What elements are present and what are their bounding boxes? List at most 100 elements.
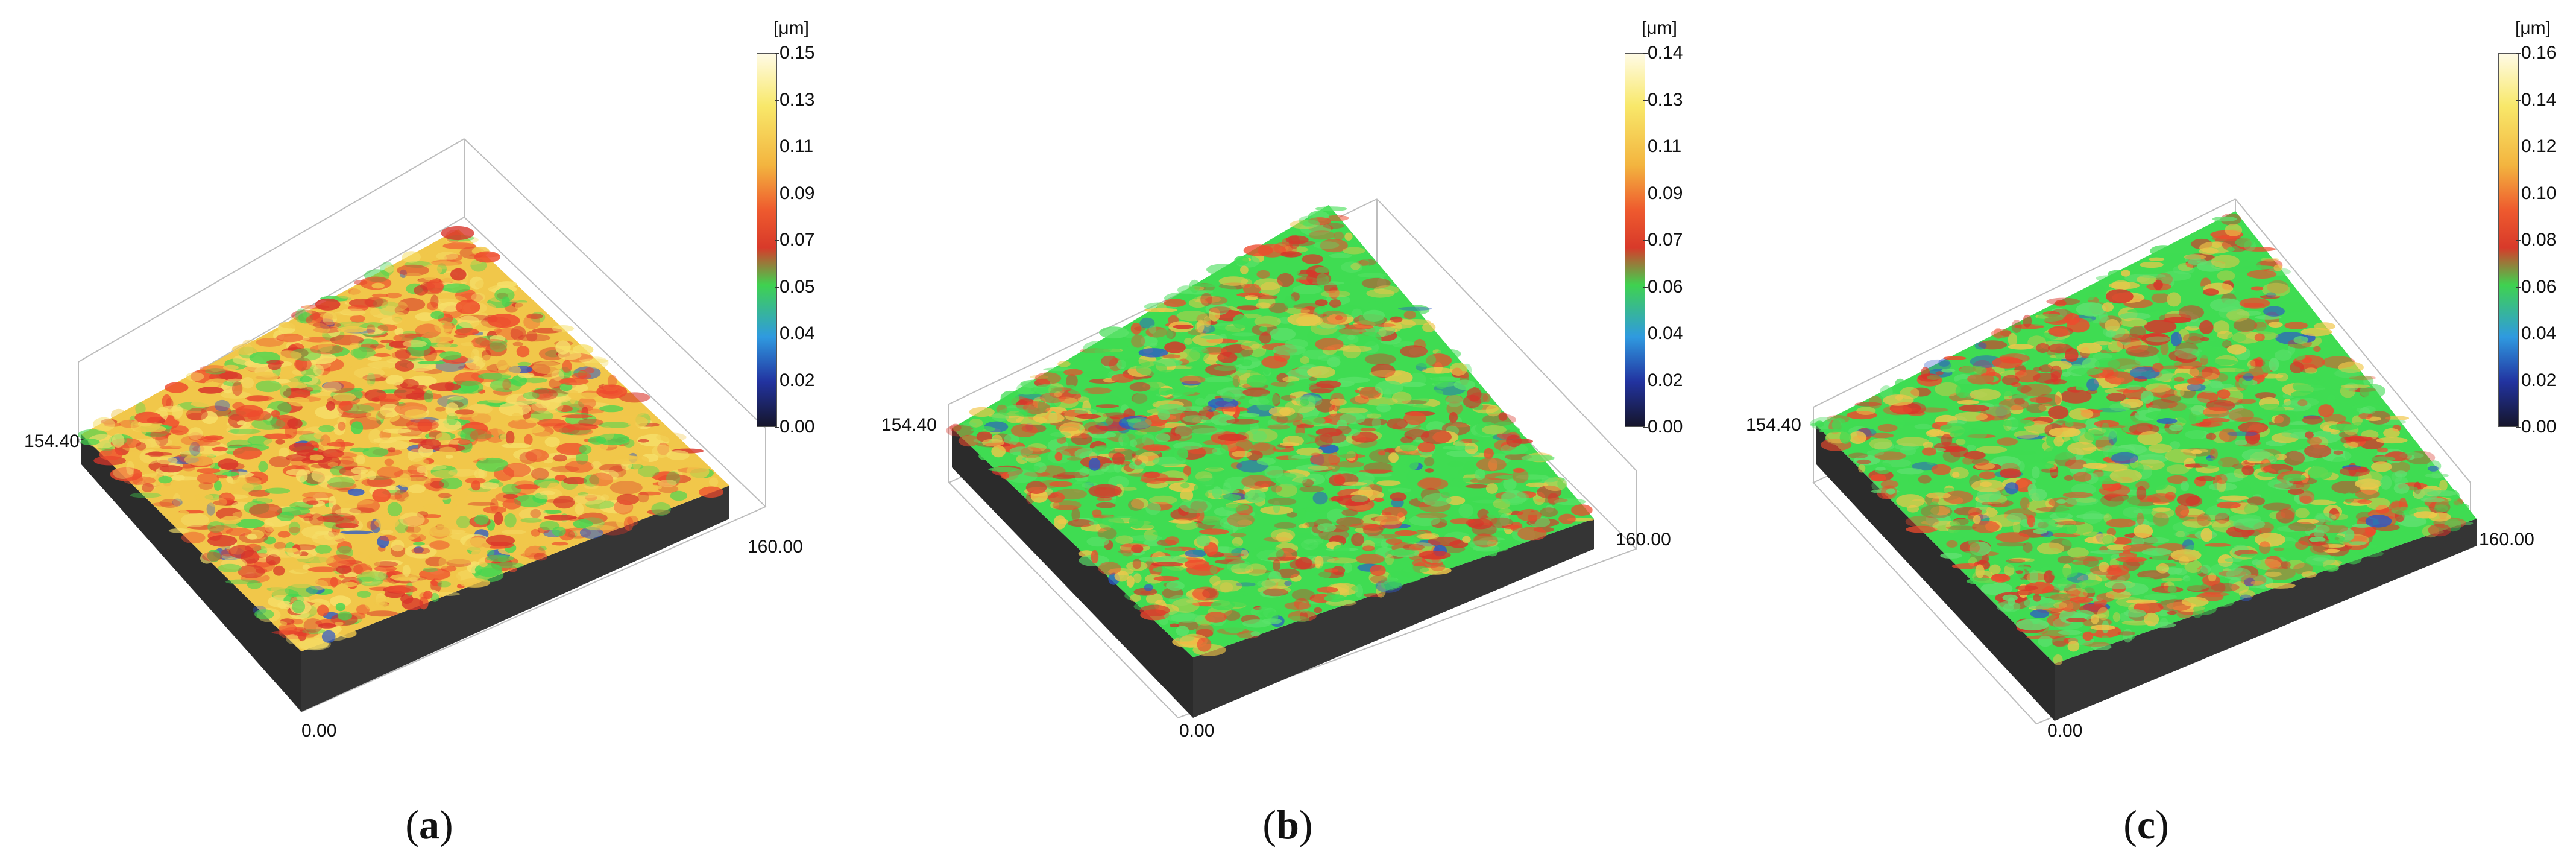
surface-speckle [2030, 609, 2049, 618]
surface-speckle [578, 353, 593, 363]
surface-speckle [397, 264, 429, 276]
surface-speckle [1475, 422, 1498, 436]
surface-speckle [2105, 590, 2132, 600]
surface-speckle [379, 301, 401, 316]
surface-speckle [1200, 293, 1212, 306]
surface-speckle [436, 252, 459, 261]
surface-speckle [1880, 385, 1893, 399]
surface-speckle [1148, 325, 1157, 334]
surface-speckle [561, 414, 593, 419]
surface-speckle [1039, 392, 1066, 404]
surface-speckle [1192, 428, 1226, 435]
surface-speckle [1453, 379, 1476, 390]
surface-speckle [1141, 472, 1169, 484]
surface-speckle [1501, 491, 1529, 504]
surface-speckle [198, 387, 224, 394]
surface-speckle [666, 450, 690, 460]
surface-speckle [1075, 414, 1101, 419]
surface-speckle [1217, 352, 1238, 363]
colorbar-gradient-c [2498, 53, 2519, 427]
surface-speckle [429, 382, 461, 391]
surface-speckle [258, 461, 268, 472]
surface-speckle [280, 385, 292, 398]
surface-speckle [1223, 408, 1249, 412]
surface-speckle [429, 540, 450, 550]
surface-speckle [1239, 384, 1251, 388]
surface-speckle [350, 447, 369, 452]
surface-speckle [2334, 369, 2361, 378]
surface-speckle [1123, 506, 1146, 518]
surface-speckle [1558, 513, 1576, 524]
origin-label-a: 0.00 [301, 721, 337, 741]
surface-speckle [686, 464, 710, 479]
surface-speckle [2051, 568, 2078, 578]
surface-speckle [423, 458, 435, 464]
surface-speckle [1048, 382, 1065, 398]
surface-speckle [1430, 562, 1446, 572]
surface-speckle [1918, 475, 1932, 484]
panel-caption-c: (c) [2123, 802, 2169, 847]
surface-speckle [1335, 461, 1365, 468]
surface-speckle [2217, 457, 2240, 468]
surface-speckle [2016, 619, 2049, 630]
surface-speckle [2040, 566, 2052, 571]
surface-speckle [2310, 384, 2345, 388]
surface-speckle [1142, 444, 1170, 451]
surface-speckle [1300, 399, 1309, 407]
surface-speckle [2327, 492, 2347, 502]
surface-speckle [180, 435, 213, 446]
surface-speckle [1188, 298, 1208, 308]
surface-speckle [2226, 568, 2252, 581]
surface-speckle [1099, 326, 1129, 339]
colorbar-tick: 0.11 [1642, 136, 1682, 156]
surface-speckle [404, 496, 424, 504]
surface-speckle [1329, 463, 1340, 472]
surface-speckle [370, 595, 391, 604]
surface-speckle [2023, 314, 2032, 328]
surface-speckle [2234, 439, 2248, 446]
surface-speckle [1164, 299, 1186, 307]
surface-speckle [1476, 458, 1507, 472]
surface-speckle [172, 493, 181, 507]
surface-speckle [1926, 456, 1938, 466]
surface-speckle [170, 425, 189, 436]
surface-speckle [165, 382, 189, 393]
surface-speckle [218, 458, 239, 470]
surface-speckle [638, 439, 649, 443]
surface-speckle [350, 315, 365, 323]
surface-speckle [2073, 332, 2085, 337]
surface-speckle [421, 253, 447, 264]
surface-speckle [1302, 254, 1324, 264]
surface-speckle [490, 340, 508, 352]
surface-speckle [1498, 412, 1508, 421]
surface-speckle [1285, 338, 1309, 350]
surface-speckle [2329, 423, 2359, 431]
surface-speckle [402, 251, 421, 263]
surface-speckle [1166, 581, 1185, 591]
surface-speckle [87, 434, 117, 449]
surface-speckle [377, 466, 403, 479]
surface-speckle [491, 345, 501, 349]
surface-speckle [337, 611, 353, 621]
surface-speckle [1185, 549, 1207, 558]
surface-speckle [1517, 527, 1547, 541]
surface-speckle [299, 638, 331, 651]
surface-speckle [2071, 367, 2103, 375]
surface-speckle [1880, 480, 1899, 489]
surface-speckle [524, 434, 533, 445]
surface-speckle [1054, 489, 1087, 500]
surface-speckle [1906, 525, 1938, 533]
surface-speckle [272, 621, 288, 627]
surface-speckle [1315, 338, 1344, 351]
surface-speckle [2027, 484, 2037, 494]
surface-speckle [2288, 522, 2316, 531]
surface-speckle [1203, 542, 1218, 556]
surface-speckle [2181, 597, 2209, 607]
surface-speckle [2178, 262, 2193, 271]
surface-speckle [579, 445, 592, 454]
surface-speckle [565, 460, 594, 473]
surface-speckle [2162, 514, 2170, 519]
surface-speckle [2059, 600, 2081, 612]
surface-speckle [1005, 469, 1038, 483]
surface-speckle [2052, 641, 2067, 647]
